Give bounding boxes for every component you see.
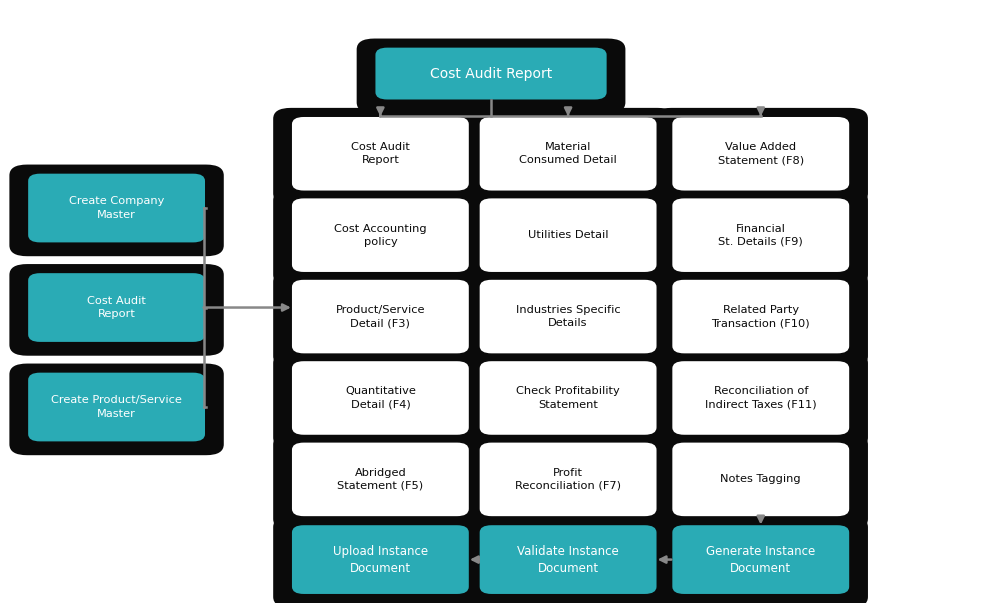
FancyBboxPatch shape	[479, 443, 656, 516]
Text: Financial
St. Details (F9): Financial St. Details (F9)	[718, 224, 803, 247]
FancyBboxPatch shape	[291, 117, 468, 191]
FancyBboxPatch shape	[653, 271, 867, 367]
FancyBboxPatch shape	[9, 264, 223, 356]
FancyBboxPatch shape	[460, 516, 675, 603]
FancyBboxPatch shape	[672, 361, 849, 435]
Text: Cost Audit
Report: Cost Audit Report	[87, 296, 146, 319]
Text: Abridged
Statement (F5): Abridged Statement (F5)	[337, 468, 424, 491]
FancyBboxPatch shape	[460, 108, 675, 204]
FancyBboxPatch shape	[291, 443, 468, 516]
FancyBboxPatch shape	[479, 361, 656, 435]
FancyBboxPatch shape	[653, 189, 867, 286]
Text: Cost Accounting
policy: Cost Accounting policy	[334, 224, 427, 247]
Text: Cost Audit Report: Cost Audit Report	[430, 66, 552, 81]
Text: Upload Instance
Document: Upload Instance Document	[333, 545, 428, 575]
FancyBboxPatch shape	[291, 525, 468, 594]
FancyBboxPatch shape	[291, 280, 468, 353]
Text: Quantitative
Detail (F4): Quantitative Detail (F4)	[345, 387, 416, 409]
FancyBboxPatch shape	[672, 443, 849, 516]
FancyBboxPatch shape	[273, 516, 487, 603]
FancyBboxPatch shape	[9, 165, 223, 256]
FancyBboxPatch shape	[28, 373, 206, 441]
FancyBboxPatch shape	[291, 361, 468, 435]
FancyBboxPatch shape	[653, 108, 867, 204]
Text: Profit
Reconciliation (F7): Profit Reconciliation (F7)	[515, 468, 621, 491]
FancyBboxPatch shape	[273, 108, 487, 204]
FancyBboxPatch shape	[653, 434, 867, 530]
Text: Validate Instance
Document: Validate Instance Document	[518, 545, 618, 575]
Text: Notes Tagging: Notes Tagging	[720, 475, 801, 484]
FancyBboxPatch shape	[672, 117, 849, 191]
FancyBboxPatch shape	[460, 434, 675, 530]
FancyBboxPatch shape	[460, 352, 675, 449]
Text: Create Company
Master: Create Company Master	[69, 197, 164, 219]
FancyBboxPatch shape	[273, 189, 487, 286]
FancyBboxPatch shape	[479, 198, 656, 272]
FancyBboxPatch shape	[653, 352, 867, 449]
Text: Industries Specific
Details: Industries Specific Details	[516, 305, 620, 328]
FancyBboxPatch shape	[672, 525, 849, 594]
FancyBboxPatch shape	[273, 271, 487, 367]
Text: Generate Instance
Document: Generate Instance Document	[706, 545, 815, 575]
Text: Create Product/Service
Master: Create Product/Service Master	[51, 396, 182, 418]
Text: Cost Audit
Report: Cost Audit Report	[351, 142, 410, 165]
FancyBboxPatch shape	[672, 198, 849, 272]
Text: Reconciliation of
Indirect Taxes (F11): Reconciliation of Indirect Taxes (F11)	[705, 387, 816, 409]
Text: Product/Service
Detail (F3): Product/Service Detail (F3)	[336, 305, 425, 328]
FancyBboxPatch shape	[460, 271, 675, 367]
FancyBboxPatch shape	[672, 280, 849, 353]
FancyBboxPatch shape	[479, 525, 656, 594]
Text: Check Profitability
Statement: Check Profitability Statement	[516, 387, 620, 409]
Text: Material
Consumed Detail: Material Consumed Detail	[520, 142, 617, 165]
FancyBboxPatch shape	[28, 273, 206, 342]
FancyBboxPatch shape	[357, 39, 625, 113]
FancyBboxPatch shape	[9, 364, 223, 455]
FancyBboxPatch shape	[653, 516, 867, 603]
Text: Related Party
Transaction (F10): Related Party Transaction (F10)	[711, 305, 810, 328]
FancyBboxPatch shape	[28, 174, 206, 242]
Text: Value Added
Statement (F8): Value Added Statement (F8)	[717, 142, 804, 165]
Text: Utilities Detail: Utilities Detail	[528, 230, 609, 240]
FancyBboxPatch shape	[291, 198, 468, 272]
FancyBboxPatch shape	[375, 48, 607, 99]
FancyBboxPatch shape	[273, 352, 487, 449]
FancyBboxPatch shape	[460, 189, 675, 286]
FancyBboxPatch shape	[273, 434, 487, 530]
FancyBboxPatch shape	[479, 117, 656, 191]
FancyBboxPatch shape	[479, 280, 656, 353]
